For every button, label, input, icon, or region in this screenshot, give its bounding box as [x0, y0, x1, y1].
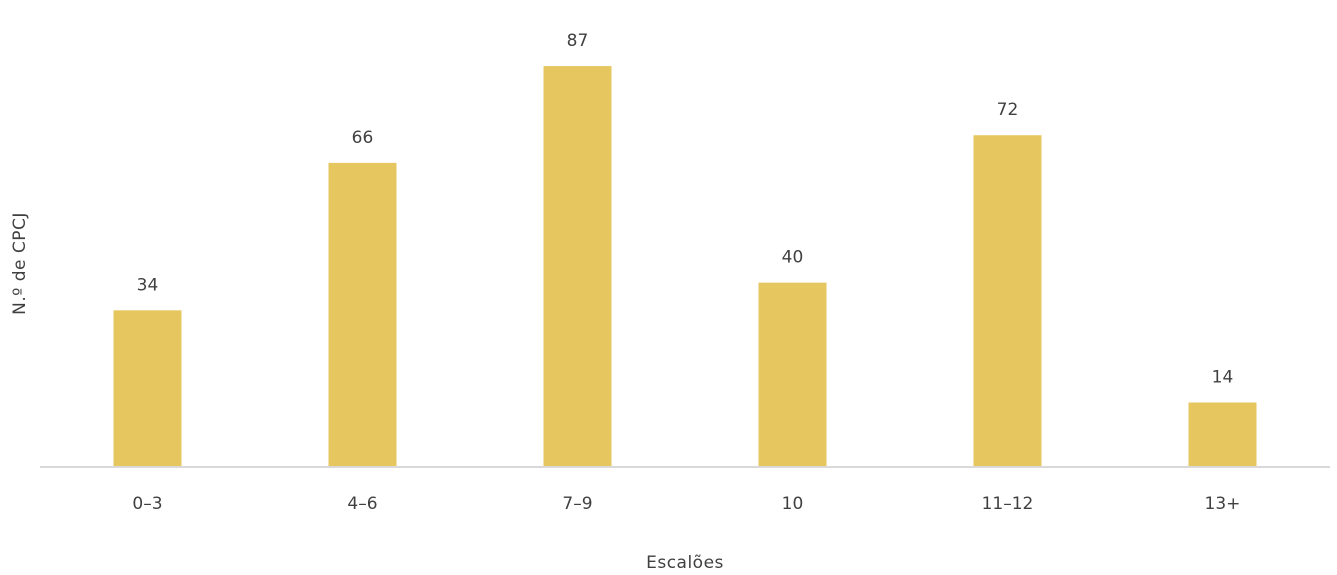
y-axis-title: N.º de CPCJ	[10, 212, 30, 315]
bar-10	[758, 282, 827, 467]
x-tick-labels-group: 0–3 4–6 7–9 10 11–12 13+	[132, 494, 1240, 514]
bar-7–9	[543, 66, 612, 468]
x-tick-label-13+: 13+	[1205, 494, 1241, 514]
x-tick-label-11–12: 11–12	[982, 494, 1034, 514]
data-label-11–12: 72	[997, 100, 1019, 120]
x-tick-label-4–6: 4–6	[347, 494, 377, 514]
bars-group	[113, 66, 1257, 468]
data-label-10: 40	[782, 248, 804, 268]
bar-0–3	[113, 310, 182, 467]
x-tick-label-0–3: 0–3	[132, 494, 162, 514]
data-label-0–3: 34	[137, 275, 159, 295]
data-label-4–6: 66	[352, 128, 374, 148]
x-axis-title: Escalões	[646, 553, 724, 573]
bar-4–6	[328, 162, 397, 468]
x-tick-label-10: 10	[782, 494, 804, 514]
x-tick-label-7–9: 7–9	[562, 494, 592, 514]
data-label-7–9: 87	[567, 31, 589, 51]
data-labels-group: 34 66 87 40 72 14	[137, 31, 1234, 387]
bar-13+	[1188, 402, 1257, 467]
bar-11–12	[973, 135, 1042, 468]
data-label-13+: 14	[1212, 367, 1234, 387]
